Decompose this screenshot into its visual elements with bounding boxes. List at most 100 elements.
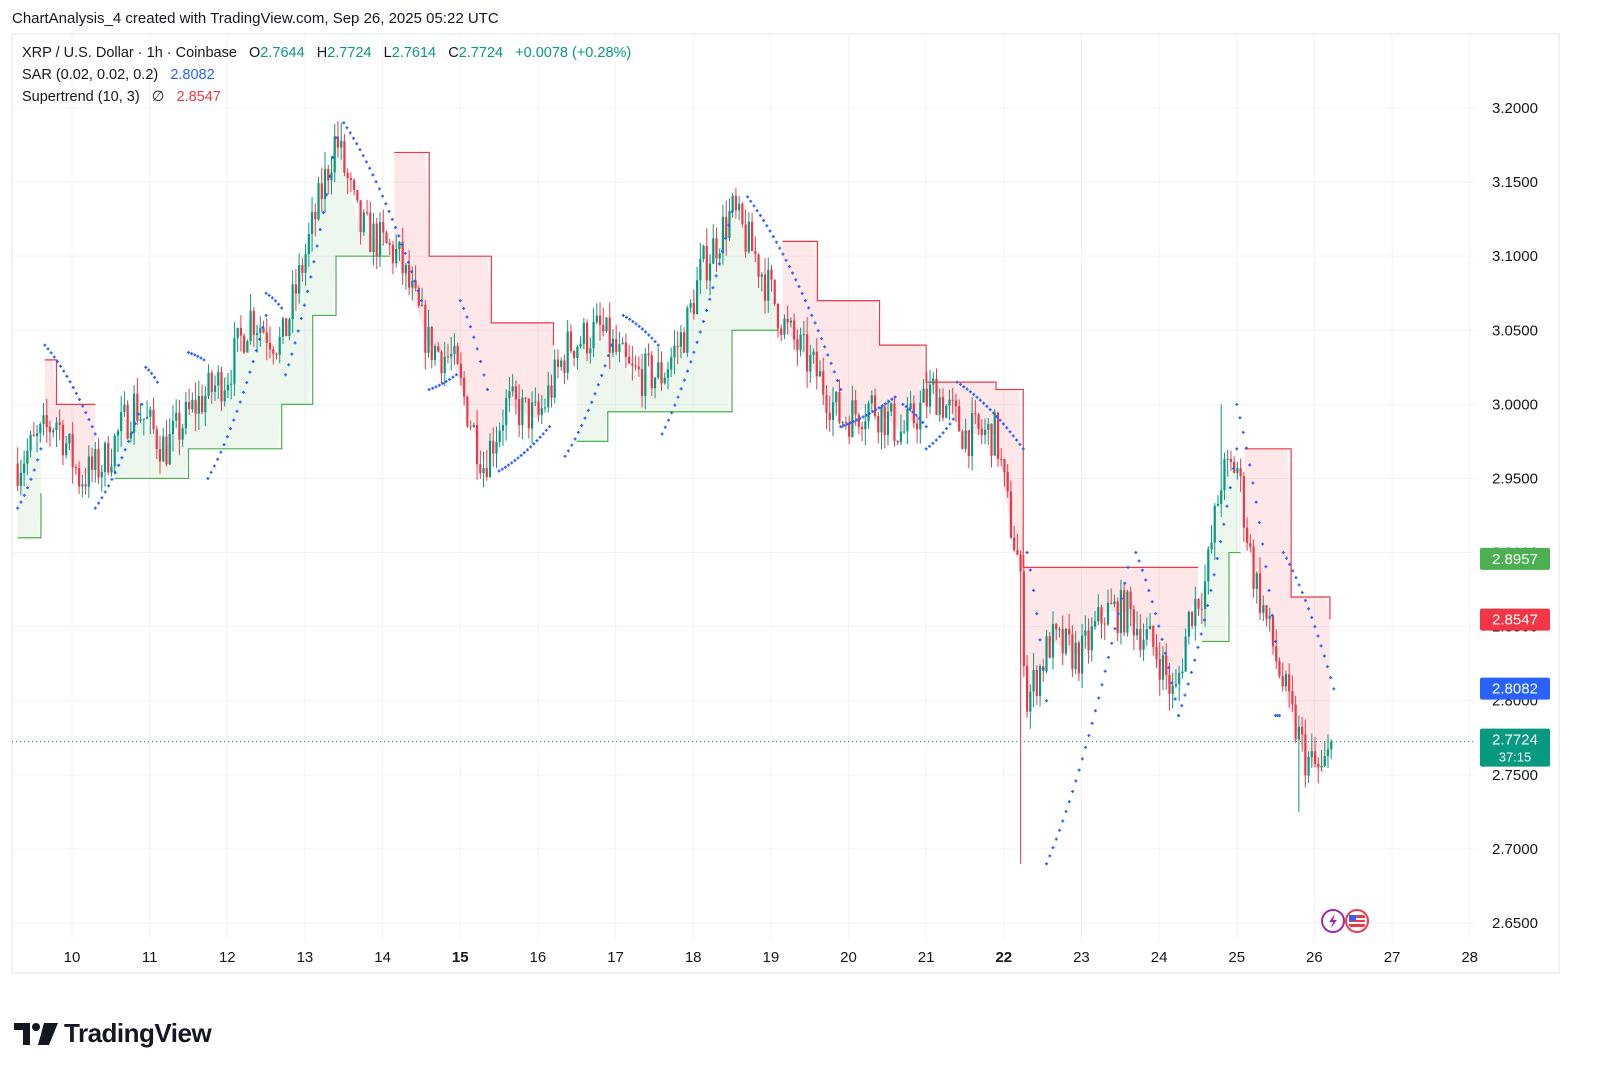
candle xyxy=(103,441,107,487)
candle xyxy=(699,242,702,294)
candle xyxy=(362,209,365,236)
x-tick-label: 14 xyxy=(374,949,391,966)
candle xyxy=(1155,634,1158,668)
candle xyxy=(1249,534,1252,553)
sar-dot xyxy=(1225,504,1229,508)
sar-dot xyxy=(1035,612,1039,616)
sar-dot xyxy=(670,411,674,415)
sar-dot xyxy=(522,451,526,455)
sar-dot xyxy=(306,289,310,293)
candle xyxy=(670,347,673,378)
candle xyxy=(45,398,48,444)
supertrend-fill-down xyxy=(782,241,1198,701)
sar-dot xyxy=(485,388,489,392)
legend-supertrend-row[interactable]: Supertrend (10, 3) ∅ 2.8547 xyxy=(22,89,221,105)
sar-dot xyxy=(908,407,912,411)
sar-dot xyxy=(673,403,677,407)
tradingview-logo[interactable]: TradingView xyxy=(14,1018,212,1049)
candle xyxy=(799,327,802,357)
candle xyxy=(1213,503,1216,561)
candle xyxy=(679,325,683,358)
y-tick-label: 3.1500 xyxy=(1492,174,1538,191)
sar-dot xyxy=(842,423,846,427)
y-tick-label: 3.2000 xyxy=(1492,100,1538,117)
candle xyxy=(970,397,974,471)
candle xyxy=(453,333,456,365)
candle xyxy=(498,422,501,448)
hidden-eye-icon[interactable]: ∅ xyxy=(151,89,165,105)
sar-dot xyxy=(1005,426,1009,430)
candle xyxy=(39,421,42,443)
price-tag-value: 2.7724 xyxy=(1492,732,1538,749)
sar-dot xyxy=(1199,632,1203,636)
sar-dot xyxy=(1090,721,1094,725)
candle xyxy=(563,354,566,385)
candle xyxy=(1330,739,1333,760)
sar-dot xyxy=(468,325,472,329)
candle xyxy=(1200,592,1203,625)
candle xyxy=(974,400,977,425)
sar-dot xyxy=(787,265,791,269)
sar-dot xyxy=(1248,463,1252,467)
candle xyxy=(1174,669,1178,688)
sar-dot xyxy=(762,219,766,223)
sar-dot xyxy=(325,193,329,197)
candle xyxy=(55,417,58,448)
sar-dot xyxy=(1113,627,1117,631)
sar-dot xyxy=(65,374,69,378)
sar-dot xyxy=(541,432,545,436)
sar-dot xyxy=(74,391,78,395)
candle xyxy=(1016,533,1019,555)
sar-dot xyxy=(52,355,56,359)
sar-dot xyxy=(570,443,574,447)
candle xyxy=(68,432,71,450)
sar-dot xyxy=(147,368,151,372)
legend-sar-row[interactable]: SAR (0.02, 0.02, 0.2) 2.8082 xyxy=(22,67,215,83)
sar-dot xyxy=(826,353,830,357)
candle xyxy=(1006,464,1009,498)
candle xyxy=(789,317,793,328)
sar-dot xyxy=(1008,430,1012,434)
price-tag-value: 2.8082 xyxy=(1492,681,1538,698)
sar-dot xyxy=(1097,696,1101,700)
sar-dot xyxy=(273,299,277,303)
sar-dot xyxy=(29,477,33,481)
sar-dot xyxy=(852,419,856,423)
candle xyxy=(1242,472,1245,542)
candle xyxy=(255,324,259,353)
candle xyxy=(857,412,860,434)
sar-dot xyxy=(309,275,313,279)
sar-dot xyxy=(874,408,878,412)
sar-dot xyxy=(1116,612,1120,616)
candle xyxy=(683,327,686,354)
candle xyxy=(951,387,954,414)
candle xyxy=(705,228,708,289)
sar-dot xyxy=(904,405,908,409)
sar-dot xyxy=(771,235,775,239)
candle xyxy=(427,309,430,358)
open-label: O xyxy=(249,45,261,61)
sar-dot xyxy=(621,313,625,317)
candle xyxy=(1123,582,1126,637)
candle xyxy=(463,371,466,406)
candle xyxy=(867,400,870,429)
candle xyxy=(650,350,653,397)
candle xyxy=(757,253,760,289)
sar-dot xyxy=(1228,486,1232,490)
sar-dot xyxy=(110,477,114,481)
candle xyxy=(304,243,307,286)
candle xyxy=(1317,757,1320,784)
candle xyxy=(1171,672,1174,709)
x-tick-label: 27 xyxy=(1384,949,1401,966)
sar-dot xyxy=(871,410,875,414)
sar-dot xyxy=(454,373,458,377)
sar-dot xyxy=(758,213,762,217)
sar-dot xyxy=(123,448,127,452)
candle xyxy=(1278,657,1281,679)
candle xyxy=(236,327,239,352)
candle xyxy=(958,399,961,432)
supertrend-down-segment xyxy=(394,151,555,346)
sar-dot xyxy=(19,500,23,504)
sar-dot xyxy=(765,224,769,228)
